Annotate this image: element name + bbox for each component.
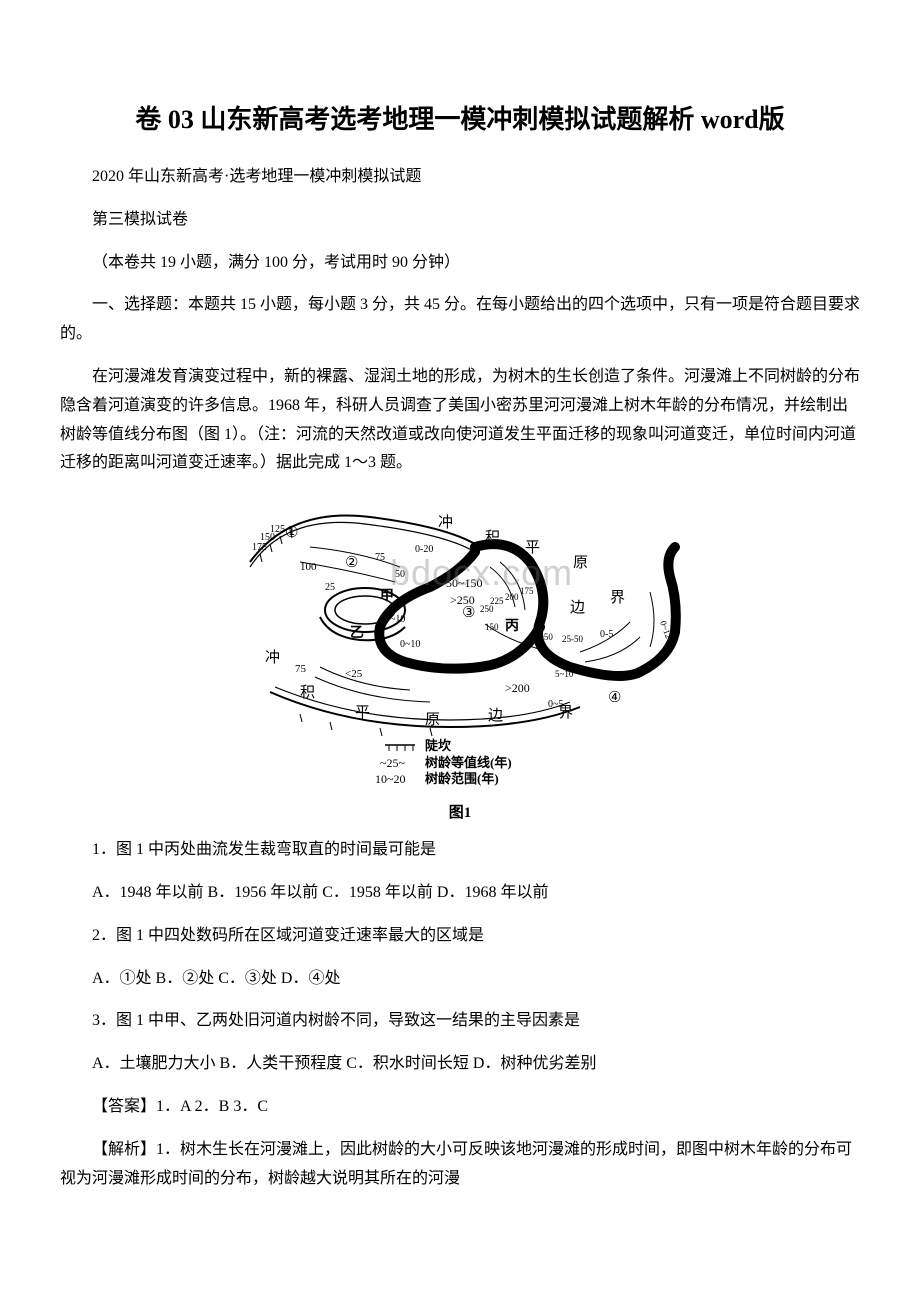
marker-2: ②: [345, 555, 358, 571]
label-ping-1: 平: [525, 540, 540, 556]
label-chong-2: 冲: [265, 649, 280, 666]
question-1-options: A．1948 年以前 B．1956 年以前 C．1958 年以前 D．1968 …: [60, 879, 860, 908]
val-25-50a: 25~50: [530, 632, 553, 642]
label-ping-2: 平: [355, 705, 370, 721]
section-heading: 一、选择题：本题共 15 小题，每小题 3 分，共 45 分。在每小题给出的四个…: [60, 291, 860, 349]
passage-text: 在河漫滩发育演变过程中，新的裸露、湿润土地的形成，为树木的生长创造了条件。河漫滩…: [60, 363, 860, 478]
label-ji-2: 积: [300, 684, 315, 701]
val-125: 125: [270, 524, 285, 535]
legend-sample1: ~25~: [380, 756, 405, 770]
val-175b: 175: [520, 586, 534, 596]
val-gt250: >250: [450, 593, 475, 607]
question-3: 3．图 1 中甲、乙两处旧河道内树龄不同，导致这一结果的主导因素是: [60, 1007, 860, 1036]
val-lt25: <25: [345, 668, 363, 680]
label-chong-1: 冲: [438, 514, 453, 531]
intro-line-1: 2020 年山东新高考·选考地理一模冲刺模拟试题: [60, 163, 860, 192]
explanation-block: 【解析】1．树木生长在河漫滩上，因此树龄的大小可反映该地河漫滩的形成时间，即图中…: [60, 1136, 860, 1194]
val-150b: 150: [485, 622, 499, 632]
figure-caption: 图1: [60, 801, 860, 822]
answer-block: 【答案】1．A 2．B 3．C: [60, 1093, 860, 1122]
label-jia: 甲: [380, 588, 394, 604]
legend-line2: 树龄等值线(年): [425, 755, 512, 770]
val-175: 175: [252, 542, 267, 553]
val-225: 225: [490, 596, 504, 606]
label-bian-2: 边: [488, 707, 503, 724]
label-yi: 乙: [350, 625, 364, 641]
val-75b: 75: [295, 663, 307, 675]
legend-sample2: 10~20: [375, 772, 406, 786]
val-200: 200: [505, 592, 519, 602]
val-50-150: 50~150: [446, 576, 483, 590]
label-bing: 丙: [505, 618, 519, 634]
page-title: 卷 03 山东新高考选考地理一模冲刺模拟试题解析 word版: [60, 100, 860, 139]
label-jie-1: 界: [610, 590, 625, 606]
label-bian-1: 边: [570, 599, 585, 616]
marker-3: ③: [462, 605, 475, 621]
val-0-20: 0-20: [415, 544, 433, 555]
legend-line3: 树龄范围(年): [425, 771, 499, 786]
question-1: 1．图 1 中丙处曲流发生裁弯取直的时间最可能是: [60, 836, 860, 865]
val-25-50b: 25-50: [562, 634, 583, 644]
val-0-5b: 0~5: [548, 699, 563, 710]
question-3-options: A．土壤肥力大小 B．人类干预程度 C．积水时间长短 D．树种优劣差别: [60, 1050, 860, 1079]
question-2-options: A．①处 B．②处 C．③处 D．④处: [60, 965, 860, 994]
intro-line-2: 第三模拟试卷: [60, 206, 860, 235]
val-0-10b: 0~10: [400, 639, 420, 650]
val-0-10a: 0~10: [385, 614, 405, 625]
marker-4: ④: [608, 690, 621, 706]
label-yuan-1: 原: [573, 555, 588, 571]
marker-1: ①: [285, 525, 298, 541]
intro-line-3: （本卷共 19 小题，满分 100 分，考试用时 90 分钟）: [60, 249, 860, 278]
val-75a: 75: [375, 552, 385, 563]
figure-svg: 冲 积 平 原 边 界 冲 积 平 原 边 界 甲 乙 丙 ① ② ③ ④ 17…: [230, 492, 690, 792]
val-25a: 25: [325, 582, 335, 593]
val-100: 100: [300, 561, 317, 573]
val-gt200: >200: [505, 681, 530, 695]
figure-1: bdocx.com: [60, 492, 860, 822]
val-50a: 50: [395, 569, 405, 580]
legend-line1: 陡坎: [425, 738, 451, 753]
label-yuan-2: 原: [425, 712, 440, 728]
label-ji-1: 积: [485, 529, 500, 546]
question-2: 2．图 1 中四处数码所在区域河道变迁速率最大的区域是: [60, 922, 860, 951]
val-0-5a: 0-5: [600, 629, 613, 640]
val-5-10: 5~10: [555, 669, 574, 679]
